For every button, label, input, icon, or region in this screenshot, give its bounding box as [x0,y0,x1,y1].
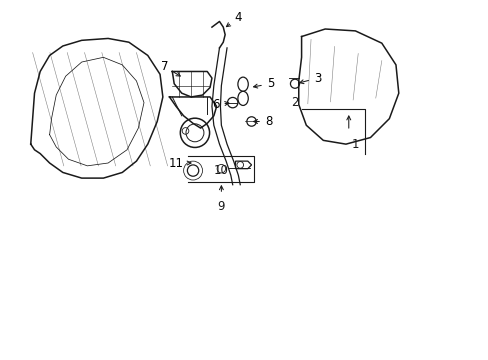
Text: 6: 6 [211,98,228,111]
Text: 2: 2 [291,96,298,109]
Text: 5: 5 [253,77,274,90]
Text: 1: 1 [351,138,358,150]
Text: 11: 11 [168,157,191,170]
Text: 9: 9 [217,200,224,213]
Text: 7: 7 [161,60,180,76]
Text: 4: 4 [226,11,242,27]
Text: 8: 8 [253,115,272,128]
Text: 10: 10 [214,164,228,177]
Text: 3: 3 [299,72,321,85]
